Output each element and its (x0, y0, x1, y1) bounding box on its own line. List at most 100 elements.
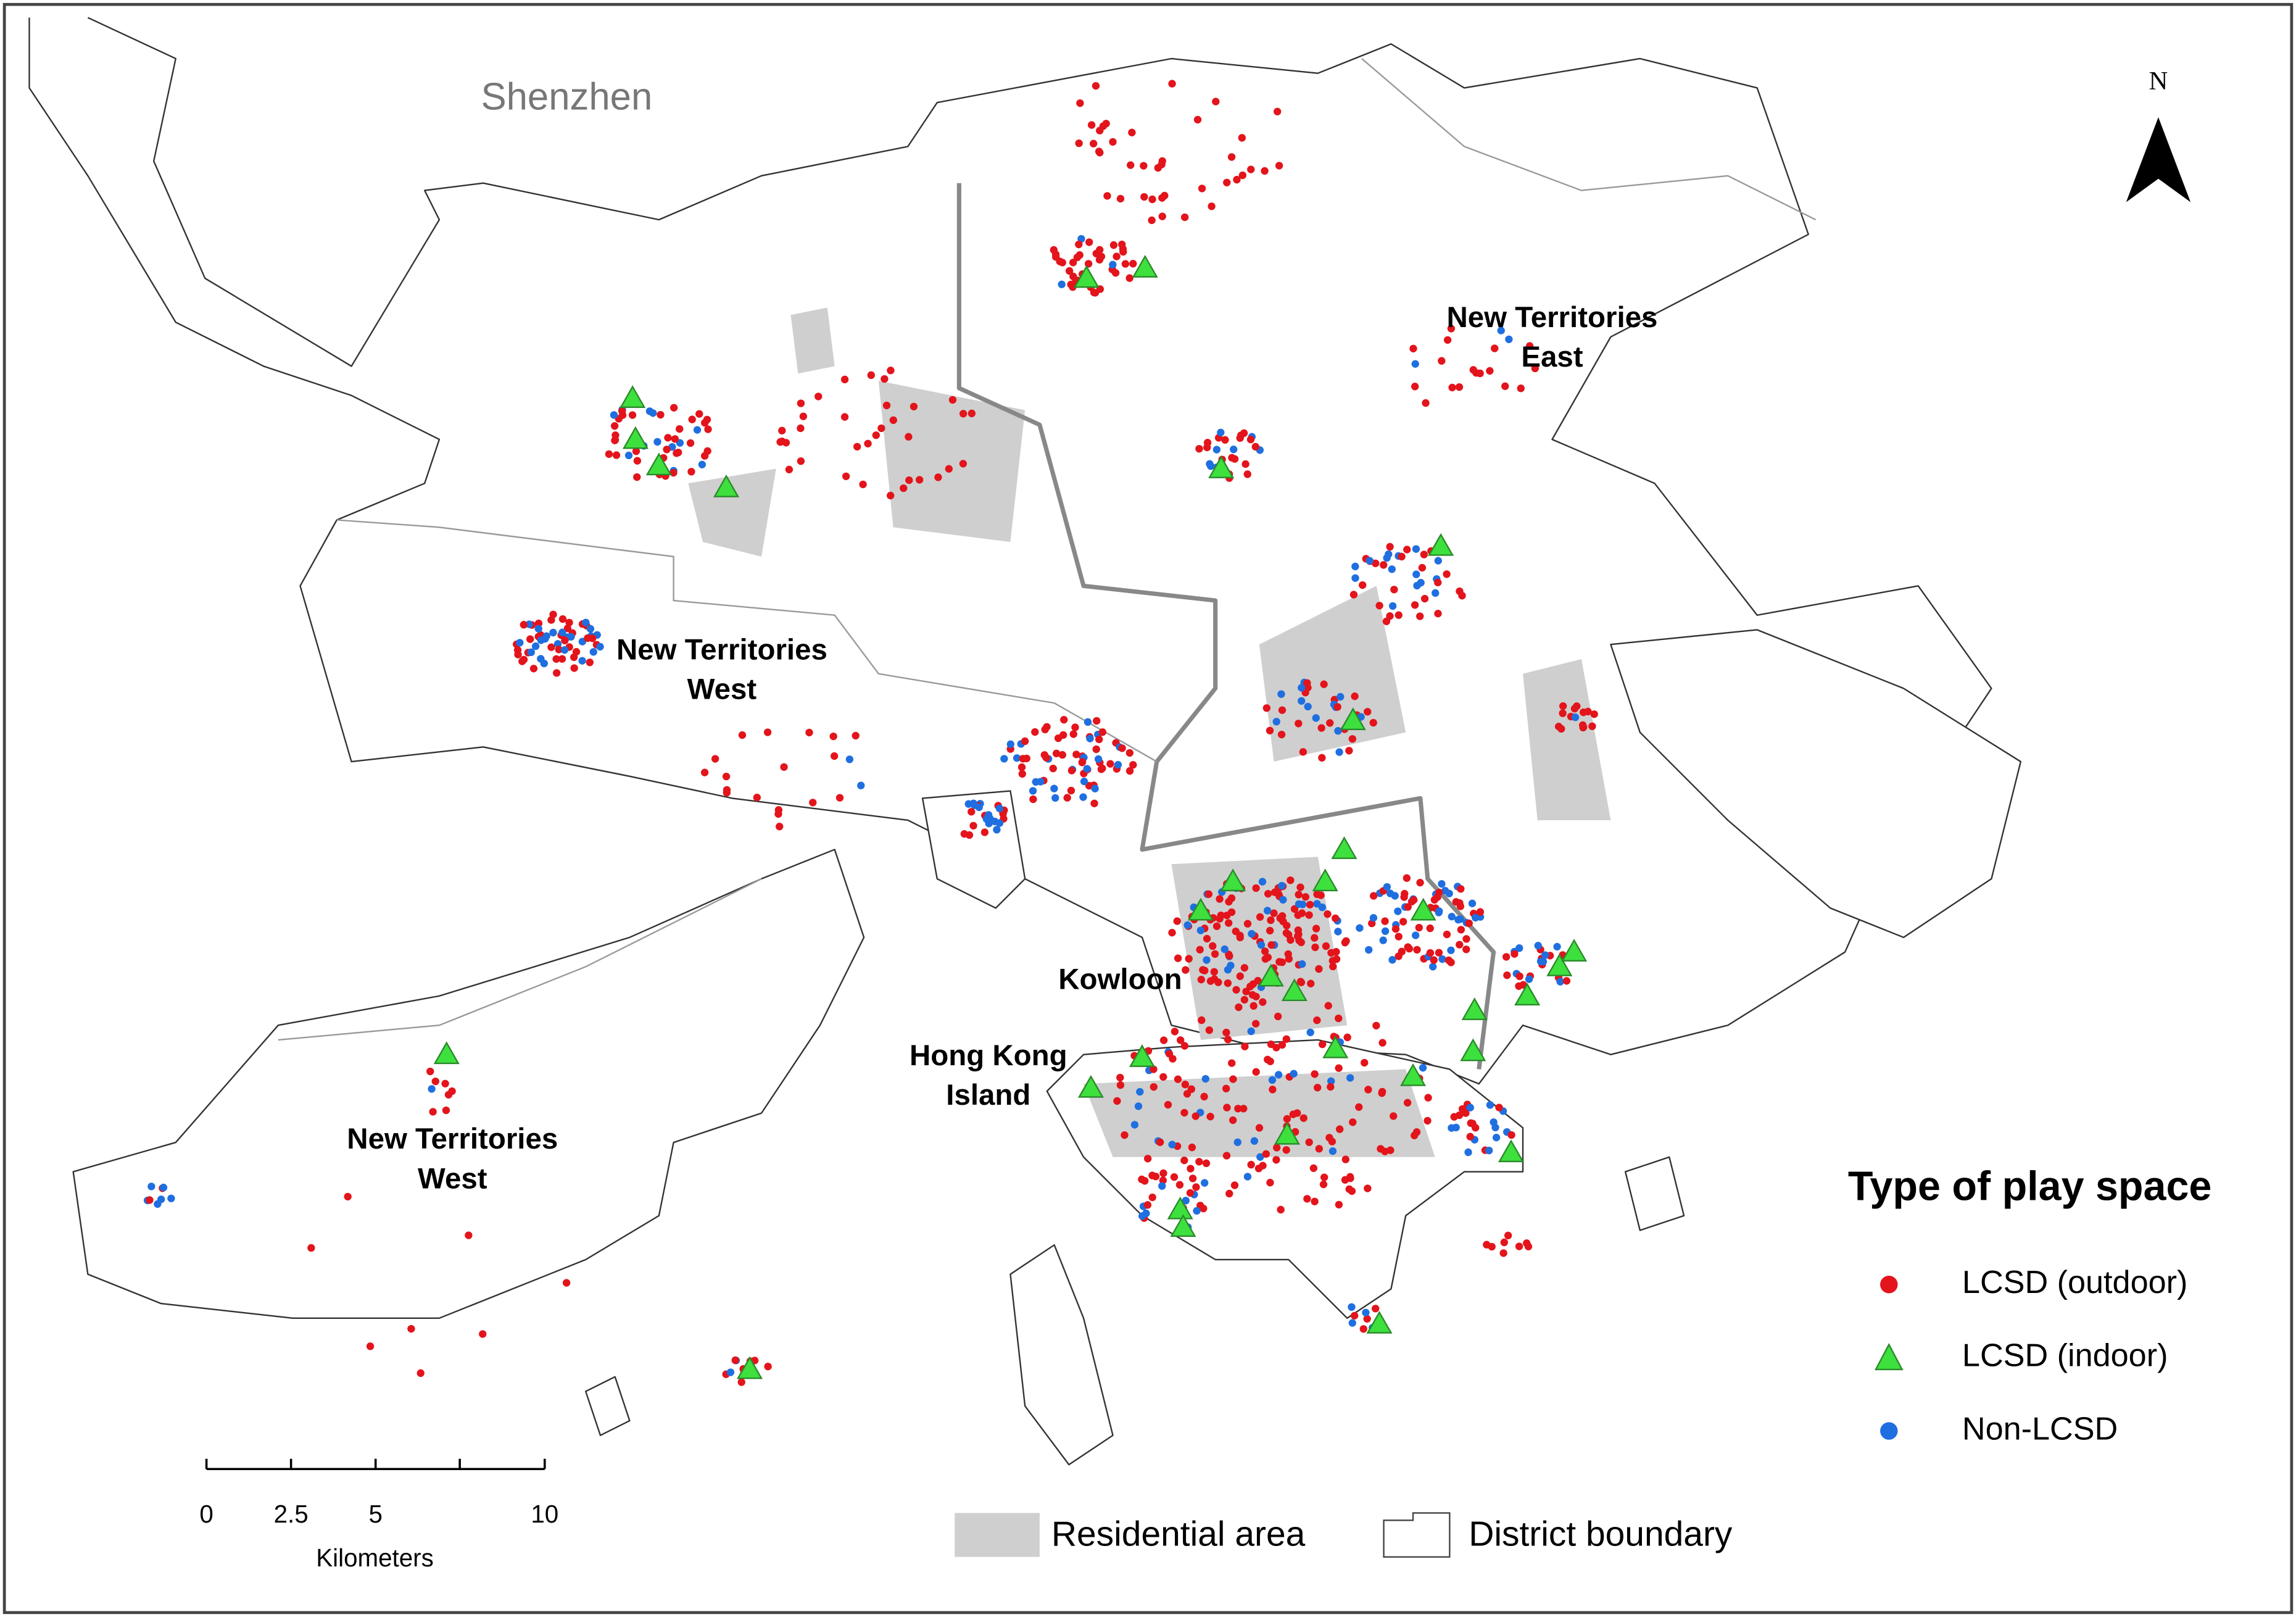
place-label: New Territories (347, 1123, 558, 1155)
play-space-point (1515, 982, 1523, 990)
play-space-point (726, 1368, 735, 1376)
play-space-point (1465, 919, 1473, 928)
play-space-point (1116, 194, 1125, 203)
play-space-point (753, 794, 761, 802)
play-space-point (1201, 966, 1209, 975)
play-space-point (1306, 1028, 1314, 1036)
play-space-point (578, 657, 586, 665)
play-space-point (1391, 925, 1400, 933)
play-space-point (1067, 767, 1076, 775)
play-space-point (1069, 730, 1077, 738)
play-space-point (1515, 972, 1523, 981)
play-space-point (1298, 697, 1306, 705)
indoor-point (1399, 1063, 1427, 1086)
play-space-point (900, 484, 908, 493)
play-space-point (1282, 1146, 1290, 1154)
play-space-point (1222, 1084, 1230, 1092)
play-space-point (969, 821, 977, 830)
play-space-point (1486, 1101, 1494, 1109)
play-space-point (1234, 1105, 1242, 1113)
play-space-point (1262, 704, 1270, 712)
play-space-point (1021, 737, 1029, 746)
play-space-point (1476, 908, 1485, 916)
play-space-point (1298, 960, 1306, 968)
play-space-point (1022, 754, 1030, 763)
play-space-point (307, 1244, 315, 1252)
play-space-point (1312, 925, 1320, 933)
play-space-point (881, 375, 889, 383)
scale-bar: Kilometers 0 2.5 5 10 (199, 1458, 558, 1572)
play-space-point (948, 396, 957, 404)
play-space-point (1424, 1094, 1432, 1102)
play-space-point (1469, 1120, 1477, 1128)
play-space-point (570, 664, 578, 672)
play-space-point (1114, 760, 1122, 769)
play-space-point (731, 1356, 739, 1365)
play-space-point (612, 451, 621, 459)
play-space-point (1351, 562, 1359, 571)
play-space-point (1502, 953, 1511, 961)
play-space-point (1492, 1133, 1501, 1142)
play-space-point (1398, 552, 1406, 561)
play-space-point (797, 424, 805, 433)
play-space-point (1417, 578, 1425, 587)
legend-label: Non-LCSD (1962, 1411, 2118, 1447)
play-space-point (1256, 913, 1264, 921)
residential-area (688, 468, 776, 557)
play-space-point (1185, 955, 1193, 963)
play-space-point (1212, 922, 1221, 930)
play-space-point (1438, 879, 1446, 888)
play-space-point (513, 646, 522, 654)
play-space-point (1320, 680, 1328, 688)
play-space-point (1158, 194, 1166, 202)
indoor-point (1561, 939, 1588, 962)
play-space-point (1205, 1026, 1214, 1034)
play-space-point (1426, 924, 1434, 933)
play-space-point (1093, 717, 1101, 725)
play-space-point (529, 665, 538, 673)
play-space-point (1000, 755, 1008, 763)
play-space-point (1499, 1249, 1507, 1257)
indoor-point (1167, 1196, 1193, 1220)
play-space-point (1348, 1319, 1356, 1327)
play-space-point (1221, 945, 1229, 954)
play-space-point (1309, 1164, 1318, 1172)
play-space-point (1557, 725, 1565, 733)
indoor-point (1410, 897, 1436, 921)
play-space-point (1216, 915, 1224, 923)
play-space-point (1058, 280, 1066, 288)
play-space-point (1063, 794, 1071, 802)
place-label: Shenzhen (481, 76, 652, 118)
play-space-point (1148, 195, 1156, 204)
play-space-point (1485, 1147, 1493, 1155)
district-boundary-line (278, 878, 762, 1041)
indoor-point (1546, 953, 1573, 976)
play-space-point (1346, 1074, 1354, 1082)
play-space-point (589, 648, 597, 656)
play-space-point (1293, 1109, 1301, 1117)
play-space-point (711, 755, 719, 763)
play-space-point (1206, 460, 1214, 468)
play-space-point (1170, 1173, 1179, 1181)
play-space-point (540, 659, 548, 668)
play-space-point (552, 669, 561, 677)
play-space-point (1317, 891, 1325, 899)
indoor-point (1170, 1214, 1196, 1237)
play-space-point (1208, 202, 1216, 210)
play-space-point (1315, 965, 1323, 973)
play-space-point (1571, 713, 1580, 721)
play-space-point (1381, 917, 1389, 925)
play-space-point (887, 367, 895, 375)
play-space-point (1257, 941, 1266, 949)
play-space-point (663, 446, 671, 454)
play-space-point (1556, 978, 1564, 986)
play-space-point (1148, 1193, 1156, 1202)
play-space-point (1350, 1311, 1359, 1320)
play-space-point (1091, 784, 1099, 792)
play-space-point (964, 800, 972, 808)
play-space-point (797, 399, 805, 407)
play-space-point (1343, 1033, 1351, 1042)
play-space-point (1227, 894, 1236, 902)
play-space-point (1148, 216, 1156, 225)
play-space-point (1364, 708, 1372, 716)
